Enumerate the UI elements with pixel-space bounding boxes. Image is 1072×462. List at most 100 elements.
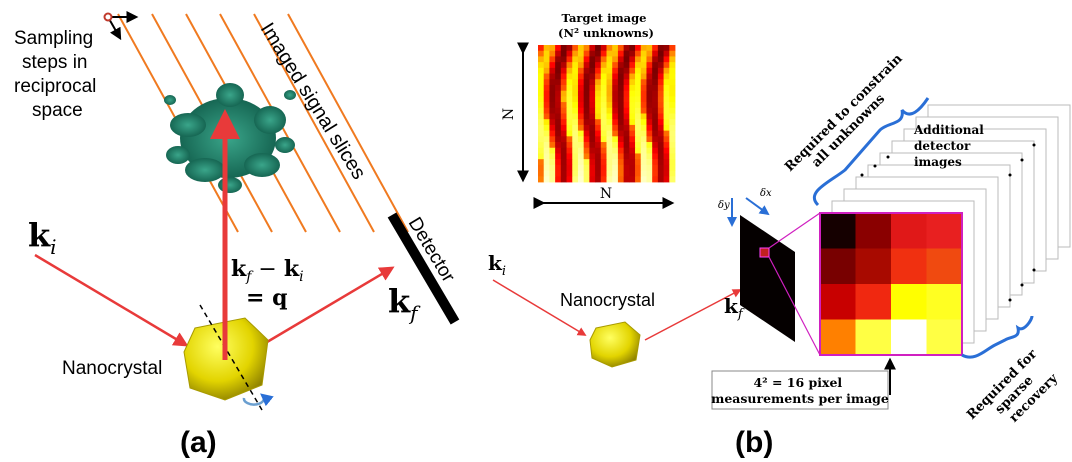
target-pixel — [589, 176, 595, 182]
target-pixel — [669, 159, 675, 165]
target-pixel — [629, 148, 635, 154]
target-pixel — [646, 176, 652, 182]
k: k — [284, 256, 300, 282]
k: k — [231, 256, 247, 282]
target-pixel — [618, 74, 624, 80]
target-pixel — [664, 56, 670, 62]
target-pixel — [641, 125, 647, 131]
target-pixel — [635, 45, 641, 51]
reciprocal-blob-part — [164, 95, 176, 105]
target-pixel — [589, 45, 595, 51]
target-pixel — [578, 165, 584, 171]
target-pixel — [578, 79, 584, 85]
target-pixel — [555, 79, 561, 85]
target-pixel — [561, 131, 567, 137]
target-pixel — [664, 74, 670, 80]
target-pixel — [595, 74, 601, 80]
target-pixel — [646, 142, 652, 148]
target-pixel — [612, 51, 618, 57]
target-pixel — [607, 142, 613, 148]
target-pixel — [561, 176, 567, 182]
target-pixel — [561, 153, 567, 159]
target-pixel — [544, 114, 550, 120]
target-pixel — [607, 159, 613, 165]
target-pixel — [618, 114, 624, 120]
target-pixel — [607, 62, 613, 68]
sub: f — [408, 301, 421, 325]
target-pixel — [612, 125, 618, 131]
target-pixel — [612, 62, 618, 68]
target-pixel — [544, 85, 550, 91]
target-pixel — [555, 56, 561, 62]
line: space — [32, 100, 83, 121]
target-pixel — [607, 56, 613, 62]
k-f-label: kf — [388, 282, 421, 325]
target-pixel — [658, 79, 664, 85]
reciprocal-blob-part — [216, 83, 244, 107]
target-pixel — [601, 171, 607, 177]
target-pixel — [664, 51, 670, 57]
zoom-lines-part — [769, 213, 820, 248]
target-pixel — [544, 91, 550, 97]
target-pixel — [635, 68, 641, 74]
target-pixel — [635, 114, 641, 120]
target-pixel — [561, 171, 567, 177]
target-pixel — [572, 108, 578, 114]
target-pixel — [544, 125, 550, 131]
target-pixel — [538, 45, 544, 51]
target-pixel — [595, 153, 601, 159]
target-pixel — [578, 153, 584, 159]
target-pixel — [612, 136, 618, 142]
target-pixel — [618, 96, 624, 102]
target-pixel — [578, 114, 584, 120]
target-pixel — [641, 136, 647, 142]
target-pixel — [561, 119, 567, 125]
target-pixel — [567, 142, 573, 148]
target-pixel — [544, 176, 550, 182]
target-pixel — [555, 108, 561, 114]
target-pixel — [584, 51, 590, 57]
target-pixel — [584, 153, 590, 159]
target-pixel — [555, 85, 561, 91]
target-pixel — [595, 79, 601, 85]
target-pixel — [624, 119, 630, 125]
target-pixel — [567, 165, 573, 171]
target-pixel — [652, 62, 658, 68]
target-pixel — [555, 165, 561, 171]
ellipsis-part — [874, 165, 877, 168]
target-pixel — [629, 153, 635, 159]
target-pixel — [601, 96, 607, 102]
target-pixel — [658, 102, 664, 108]
target-pixel — [544, 62, 550, 68]
target-pixel — [555, 148, 561, 154]
target-pixel — [572, 56, 578, 62]
detector-pixel — [820, 213, 856, 249]
target-pixel — [549, 68, 555, 74]
target-pixel — [601, 136, 607, 142]
target-pixel — [646, 108, 652, 114]
target-pixel — [658, 114, 664, 120]
target-pixel — [607, 153, 613, 159]
target-pixel — [624, 159, 630, 165]
target-pixel — [607, 136, 613, 142]
target-pixel — [584, 56, 590, 62]
target-pixel — [658, 165, 664, 171]
ellipsis-part — [1009, 299, 1012, 302]
target-pixel — [669, 74, 675, 80]
target-pixel — [538, 131, 544, 137]
target-pixel — [567, 171, 573, 177]
target-pixel — [618, 62, 624, 68]
target-pixel — [607, 68, 613, 74]
target-pixel — [607, 74, 613, 80]
q-label-2: = q — [246, 285, 287, 311]
target-pixel — [589, 153, 595, 159]
target-pixel — [601, 102, 607, 108]
target-pixel — [555, 51, 561, 57]
target-pixel — [618, 45, 624, 51]
target-pixel — [652, 68, 658, 74]
target-pixel — [601, 165, 607, 171]
target-pixel — [549, 45, 555, 51]
target-pixel — [624, 171, 630, 177]
target-pixel — [669, 131, 675, 137]
target-pixel — [601, 79, 607, 85]
